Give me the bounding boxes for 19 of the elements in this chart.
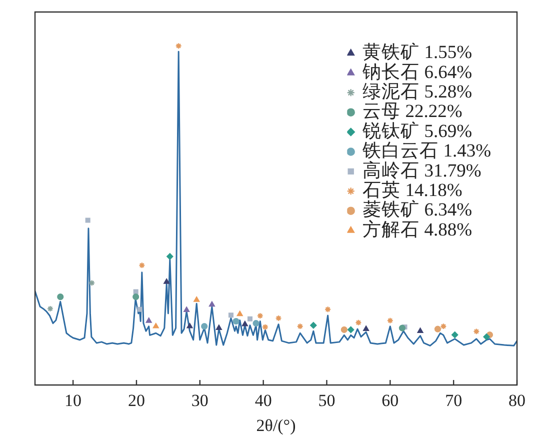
x-axis-title: 2θ/(°) <box>256 416 296 435</box>
x-tick-label: 40 <box>254 390 272 410</box>
x-tick-label: 80 <box>508 390 526 410</box>
x-tick-label: 20 <box>128 390 145 410</box>
legend-label: 石英 14.18% <box>362 180 462 202</box>
legend-label: 菱铁矿 6.34% <box>362 198 472 221</box>
legend-label: 云母 22.22% <box>362 102 462 122</box>
legend-label: 高岭石 31.79% <box>362 159 482 182</box>
legend-label: 铁白云石 1.43% <box>362 140 492 162</box>
legend-label: 黄铁矿 1.55% <box>362 41 472 64</box>
legend-label: 绿泥石 5.28% <box>362 82 472 103</box>
legend-label: 方解石 4.88% <box>362 218 472 240</box>
x-tick-label: 50 <box>318 390 336 410</box>
x-tick-label: 60 <box>382 390 399 410</box>
x-tick-label: 30 <box>191 390 208 410</box>
x-tick-label: 10 <box>64 390 82 410</box>
legend-label: 锐钛矿 5.69% <box>362 120 472 142</box>
x-tick-label: 70 <box>445 390 462 410</box>
legend-label: 钠长石 6.64% <box>362 62 472 83</box>
